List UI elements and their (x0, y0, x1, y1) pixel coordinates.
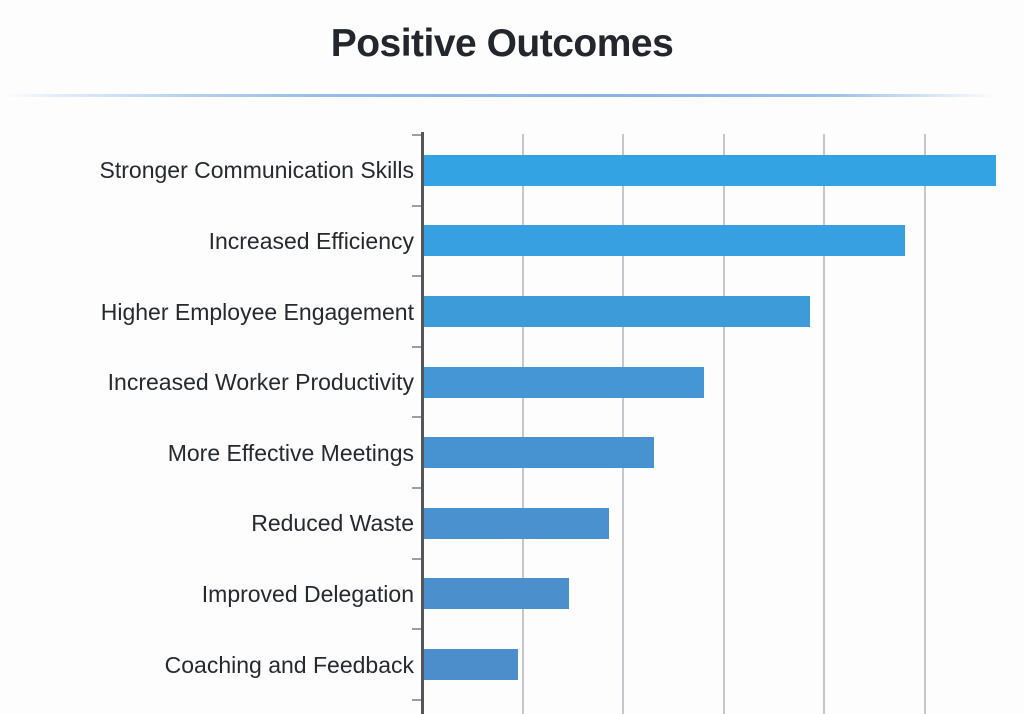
title-divider (6, 94, 1016, 97)
category-label: Improved Delegation (201, 580, 414, 607)
axis-tick (412, 416, 421, 419)
bar (423, 366, 705, 398)
category-label: Stronger Communication Skills (99, 157, 414, 184)
gridline (923, 134, 926, 714)
axis-tick (412, 698, 421, 701)
category-label: More Effective Meetings (167, 439, 414, 466)
axis-tick (412, 204, 421, 207)
axis-tick (412, 275, 421, 278)
plot-area: Stronger Communication Skills Increased E… (0, 130, 1024, 714)
bar (423, 507, 609, 539)
category-label: Increased Efficiency (208, 227, 414, 254)
gridline (622, 134, 624, 714)
axis-tick (412, 557, 421, 560)
bar (423, 578, 569, 610)
category-label: Increased Worker Productivity (107, 369, 414, 396)
gridline (823, 134, 825, 714)
bar (423, 437, 655, 469)
category-label: Coaching and Feedback (164, 651, 414, 678)
chart-title: Positive Outcomes (330, 22, 674, 65)
gridline (521, 134, 524, 714)
axis-tick (412, 345, 421, 348)
gridline (722, 134, 725, 714)
axis-tick (412, 134, 421, 136)
bar (423, 649, 519, 680)
y-axis-line (421, 132, 424, 714)
category-label: Reduced Waste (251, 510, 414, 537)
bar (423, 225, 906, 257)
axis-tick (412, 628, 421, 631)
bar (423, 296, 810, 327)
category-label: Higher Employee Engagement (100, 298, 414, 325)
axis-tick (412, 487, 421, 489)
bar (423, 154, 996, 186)
